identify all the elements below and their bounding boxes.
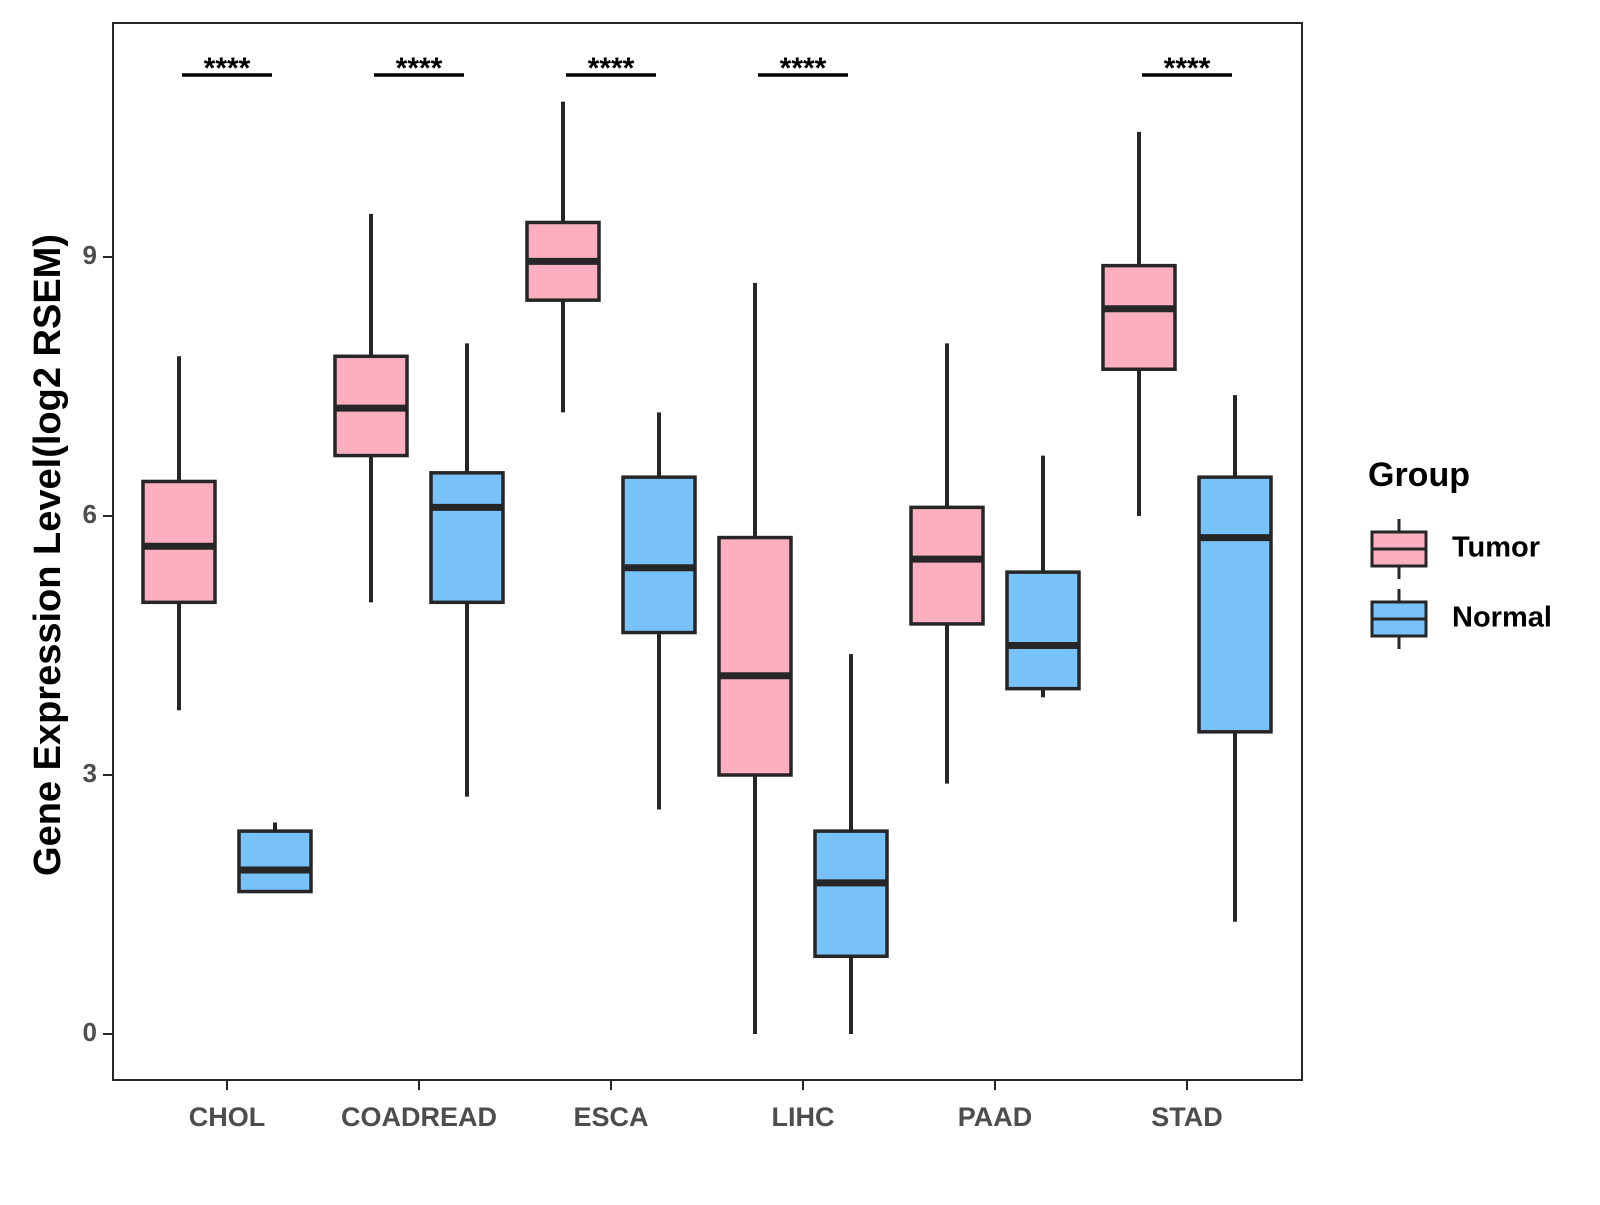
box-tumor-lihc: [717, 282, 793, 1034]
x-tick-label-coadread: COADREAD: [341, 1102, 497, 1132]
box-tumor-stad: [1101, 131, 1177, 516]
box-body-normal-stad: [1197, 475, 1273, 734]
x-tick-label-chol: CHOL: [189, 1102, 266, 1132]
box-body-normal-esca: [621, 475, 697, 635]
legend-items: Tumor Normal: [1370, 519, 1552, 649]
axis-layer: 0 3 6 9 CHOL COADREAD ESCA LIHC PAAD STAD: [83, 240, 1223, 1132]
box-normal-esca: [621, 412, 697, 810]
box-body-normal-paad: [1005, 570, 1081, 691]
box-normal-lihc: [813, 654, 889, 1034]
significance-label-coadread: ****: [396, 52, 443, 85]
box-body-tumor-paad: [909, 505, 985, 626]
box-tumor-esca: [525, 101, 601, 413]
box-body-tumor-chol: [141, 479, 217, 605]
box-tumor-coadread: [333, 213, 409, 603]
y-axis-title: Gene Expression Level(log2 RSEM): [27, 234, 69, 876]
box-normal-chol: [237, 822, 313, 894]
box-normal-coadread: [429, 343, 505, 797]
x-tick-label-stad: STAD: [1151, 1102, 1223, 1132]
legend-title: Group: [1368, 456, 1470, 494]
box-normal-paad: [1005, 455, 1081, 698]
x-tick-label-esca: ESCA: [573, 1102, 648, 1132]
plot-layer: **** **** **** **** ****: [141, 52, 1273, 1034]
box-normal-stad: [1197, 395, 1273, 922]
y-tick-label-6: 6: [83, 499, 97, 529]
significance-label-esca: ****: [588, 52, 635, 85]
y-tick-label-0: 0: [83, 1017, 97, 1047]
significance-label-chol: ****: [204, 52, 251, 85]
legend-label-tumor: Tumor: [1452, 532, 1540, 564]
legend-label-normal: Normal: [1452, 602, 1552, 634]
plot-panel-border: [112, 22, 1303, 1081]
box-tumor-paad: [909, 343, 985, 784]
y-tick-label-3: 3: [83, 758, 97, 788]
y-tick-label-9: 9: [83, 240, 97, 270]
legend-item-tumor: Tumor: [1370, 519, 1540, 579]
legend-item-normal: Normal: [1370, 589, 1552, 649]
x-tick-label-lihc: LIHC: [772, 1102, 835, 1132]
significance-label-stad: ****: [1164, 52, 1211, 85]
box-body-normal-chol: [237, 829, 313, 894]
x-tick-label-paad: PAAD: [958, 1102, 1033, 1132]
box-body-normal-coadread: [429, 471, 505, 605]
box-body-tumor-lihc: [717, 535, 793, 777]
legend: Group Tumor Normal: [1368, 456, 1552, 649]
box-tumor-chol: [141, 356, 217, 711]
box-body-tumor-stad: [1101, 263, 1177, 371]
significance-label-lihc: ****: [780, 52, 827, 85]
box-body-normal-lihc: [813, 829, 889, 959]
